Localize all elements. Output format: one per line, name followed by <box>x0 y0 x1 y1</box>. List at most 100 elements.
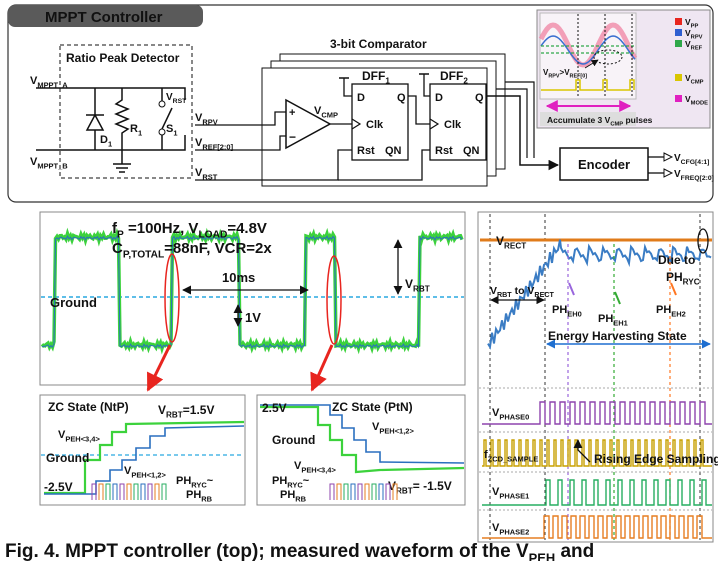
label: Due to <box>658 253 695 267</box>
label: D <box>435 92 443 104</box>
label: VREF[2:0] <box>195 137 234 151</box>
subscript: P,TOTAL <box>123 250 164 261</box>
label: Ground <box>50 295 97 310</box>
subscript: MPPT_A <box>37 80 68 89</box>
label-part: PH <box>186 489 201 501</box>
label: Encoder <box>578 157 630 172</box>
label: VFREQ[2:0] <box>674 169 714 182</box>
subscript: PEH<3,4> <box>301 465 336 474</box>
label-part: ~ <box>303 475 310 487</box>
label: + <box>289 107 295 119</box>
subscript: RST <box>173 98 187 105</box>
label: 1V <box>245 310 261 325</box>
label-part: =1.5V <box>183 403 215 417</box>
subscript: EH1 <box>613 318 628 327</box>
label: ZC State (NtP) <box>48 400 129 414</box>
subscript: PEH<3,4> <box>65 434 100 443</box>
legend-swatch <box>675 29 682 36</box>
subscript: CMP <box>321 110 338 119</box>
label: S1 <box>166 123 178 137</box>
subscript: RYC <box>683 278 700 287</box>
label: Clk <box>366 119 384 131</box>
subscript: RECT <box>504 242 526 251</box>
label: Q <box>397 92 406 104</box>
subscript: CMP <box>610 122 623 128</box>
label: ZC State (PtN) <box>332 400 413 414</box>
subscript: RECT <box>534 291 554 299</box>
label: Ratio Peak Detector <box>66 51 180 65</box>
subscript: RYC <box>191 480 207 489</box>
label: Fig. 4. MPPT controller (top); measured … <box>5 541 594 561</box>
subscript: RYC <box>287 480 303 489</box>
label-part: pulses <box>623 115 653 125</box>
subscript: 1 <box>138 128 142 137</box>
label: VMPPT_B <box>30 156 68 170</box>
label-part: DFF <box>362 69 385 83</box>
legend-swatch <box>675 74 682 81</box>
label-part: =4.8V <box>227 220 267 237</box>
label: VRST <box>195 167 218 181</box>
label-part: DFF <box>440 69 463 83</box>
subscript: MPPT_B <box>37 161 68 170</box>
output-arrow <box>664 153 672 161</box>
label-part: V <box>158 403 166 417</box>
label: Ground <box>46 451 89 465</box>
subscript: RBT <box>396 487 413 496</box>
label-part: V <box>388 479 396 493</box>
subscript: RPV <box>691 35 703 41</box>
label-part: ~ <box>207 475 214 487</box>
label-part: = -1.5V <box>413 479 452 493</box>
subscript: RB <box>201 494 212 503</box>
diode <box>87 115 103 130</box>
label: Ground <box>272 433 315 447</box>
subscript: RBT <box>166 411 183 420</box>
subscript: PHASE2 <box>499 527 529 536</box>
subscript: RBT <box>497 291 512 299</box>
subscript: FREQ[2:0] <box>681 175 714 182</box>
subscript: REF <box>691 46 703 52</box>
subscript: PEH<1,2> <box>379 426 414 435</box>
label-part: PH <box>656 304 671 316</box>
switch-node <box>159 129 165 135</box>
subscript: PEH <box>529 551 556 561</box>
subscript: CFG[4:1] <box>681 159 710 166</box>
label: Rising Edge Sampling <box>594 452 718 466</box>
label: -2.5V <box>44 480 73 494</box>
resistor <box>116 88 128 150</box>
label-part: V <box>496 234 504 248</box>
label: 2.5V <box>262 401 287 415</box>
label: QN <box>385 145 402 157</box>
label: − <box>289 130 296 144</box>
subscript: CMP <box>691 80 704 86</box>
label: Rst <box>435 145 453 157</box>
subscript: PP <box>691 24 699 30</box>
subscript: PHASE1 <box>499 491 529 500</box>
subscript: 1 <box>173 128 177 137</box>
label: Q <box>475 92 484 104</box>
label-part: D <box>100 134 108 146</box>
subscript: ZCD_SAMPLE <box>488 454 539 463</box>
label-part: =100Hz, V <box>124 220 199 237</box>
label-part: V <box>490 285 497 297</box>
legend-swatch <box>675 95 682 102</box>
subscript: EH0 <box>567 309 582 318</box>
label: D <box>357 92 365 104</box>
label: VRST <box>166 92 187 105</box>
label-part: Fig. 4. MPPT controller (top); measured … <box>5 541 529 561</box>
subscript: LOAD <box>198 230 227 241</box>
label-part: V <box>405 277 413 291</box>
output-arrow <box>664 169 672 177</box>
subscript: EH2 <box>671 309 686 318</box>
label: Rst <box>357 145 375 157</box>
label: QN <box>463 145 480 157</box>
label-part: R <box>130 123 138 135</box>
label-part: C <box>112 240 123 257</box>
subscript: 2 <box>463 77 468 86</box>
label-part: to V <box>512 285 535 297</box>
label-part: S <box>166 123 173 135</box>
label-part: PH <box>552 304 567 316</box>
subscript: RBT <box>413 285 430 294</box>
label: Clk <box>444 119 462 131</box>
label-part: PH <box>666 270 683 284</box>
label-part: PH <box>598 313 613 325</box>
